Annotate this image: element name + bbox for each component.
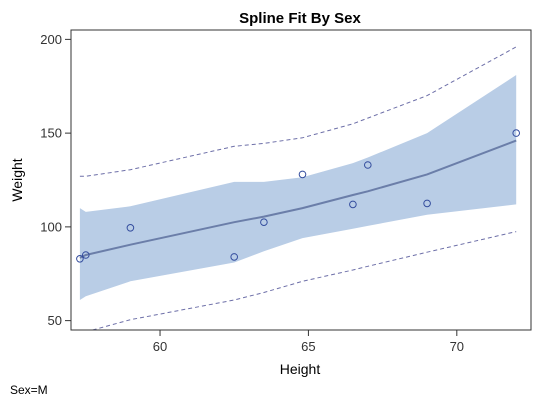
spline-fit-line <box>79 139 517 259</box>
data-point <box>76 254 84 263</box>
chart-title: Spline Fit By Sex <box>239 10 361 27</box>
data-point <box>126 224 135 232</box>
data-point <box>364 161 372 169</box>
footnote-sex: Sex=M <box>10 383 48 397</box>
data-point <box>349 200 357 209</box>
y-tick-label: 100 <box>40 219 62 234</box>
confidence-band <box>79 75 517 300</box>
data-point <box>82 251 90 259</box>
plot-frame <box>70 29 532 331</box>
y-tick-label: 200 <box>40 32 62 47</box>
plot-area <box>76 46 521 330</box>
x-tick-label: 60 <box>153 339 167 354</box>
x-tick-label: 70 <box>450 339 464 354</box>
y-axis: 50 100 150 200 <box>40 32 71 328</box>
data-point <box>512 129 521 137</box>
data-point <box>423 199 431 208</box>
data-point <box>298 170 307 179</box>
x-axis-title: Height <box>280 361 321 377</box>
y-tick-label: 50 <box>48 313 62 328</box>
y-tick-label: 150 <box>40 126 62 141</box>
x-axis: 60 65 70 <box>153 330 464 354</box>
prediction-lower-limit <box>90 231 517 330</box>
prediction-upper-limit <box>79 46 517 177</box>
data-point <box>230 253 238 261</box>
x-tick-label: 65 <box>301 339 315 354</box>
data-point <box>260 218 268 226</box>
y-axis-title: Weight <box>9 158 25 201</box>
